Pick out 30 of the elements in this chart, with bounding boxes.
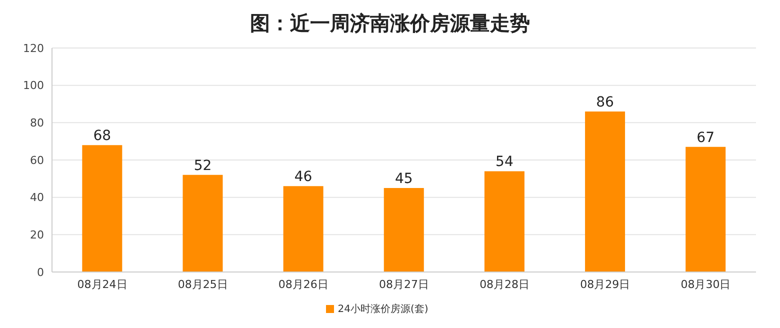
x-tick-label: 08月30日 bbox=[680, 278, 731, 291]
y-tick-label: 0 bbox=[37, 266, 44, 279]
bar bbox=[182, 174, 223, 272]
bar bbox=[283, 186, 324, 272]
x-tick-label: 08月24日 bbox=[77, 278, 128, 291]
data-label: 45 bbox=[394, 171, 413, 187]
chart-title: 图：近一周济南涨价房源量走势 bbox=[249, 10, 531, 37]
x-tick-label: 08月26日 bbox=[278, 278, 328, 291]
y-tick-label: 40 bbox=[30, 191, 44, 204]
x-tick-label: 08月25日 bbox=[178, 278, 228, 291]
data-label: 68 bbox=[93, 128, 112, 144]
y-tick-label: 20 bbox=[30, 228, 44, 242]
y-tick-label: 60 bbox=[30, 154, 44, 167]
x-tick-label: 08月27日 bbox=[379, 278, 429, 291]
data-label: 54 bbox=[496, 154, 514, 170]
legend-label: 24小时涨价房源(套) bbox=[338, 304, 428, 315]
x-tick-label: 08月29日 bbox=[580, 278, 630, 291]
bar bbox=[484, 171, 524, 272]
data-label: 86 bbox=[596, 94, 614, 110]
x-tick-label: 08月28日 bbox=[480, 278, 530, 291]
y-tick-label: 100 bbox=[23, 79, 44, 92]
bar bbox=[585, 111, 626, 272]
y-tick-label: 80 bbox=[30, 116, 44, 130]
data-label: 46 bbox=[294, 169, 312, 186]
bar bbox=[686, 146, 726, 272]
bar bbox=[82, 145, 122, 272]
bar bbox=[384, 188, 424, 272]
data-label: 52 bbox=[194, 158, 212, 174]
data-label: 67 bbox=[696, 130, 715, 146]
y-tick-label: 120 bbox=[23, 42, 44, 55]
